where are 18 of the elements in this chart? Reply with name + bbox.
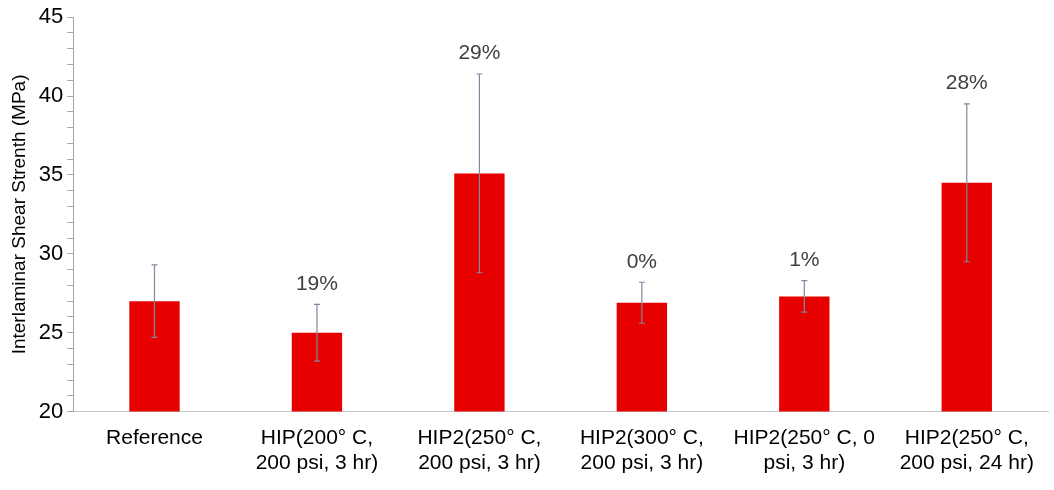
y-tick-label: 25 <box>38 318 64 344</box>
annotation: 29% <box>458 40 501 64</box>
y-tick-label: 40 <box>38 82 64 108</box>
x-tick-label: HIP(200° C, 200 psi, 3 hr) <box>255 425 379 474</box>
x-tick-label: HIP2(250° C, 200 psi, 3 hr) <box>417 425 542 474</box>
y-axis-title: Interlaminar Shear Strenth (MPa) <box>7 74 29 355</box>
annotation: 0% <box>626 248 658 272</box>
x-tick-label: HIP2(300° C, 200 psi, 3 hr) <box>579 425 704 474</box>
annotation: 19% <box>295 270 338 294</box>
x-tick-label: Reference <box>106 425 203 448</box>
y-tick-label: 45 <box>38 3 64 29</box>
y-tick-label: 30 <box>38 239 64 265</box>
y-tick-label: 20 <box>38 397 64 423</box>
x-tick-label: HIP2(250° C, 200 psi, 24 hr) <box>899 425 1034 474</box>
y-tick-label: 35 <box>38 161 64 187</box>
annotation: 1% <box>789 246 820 270</box>
x-tick-label: HIP2(250° C, 0 psi, 3 hr) <box>733 425 876 474</box>
annotation: 28% <box>945 70 988 94</box>
